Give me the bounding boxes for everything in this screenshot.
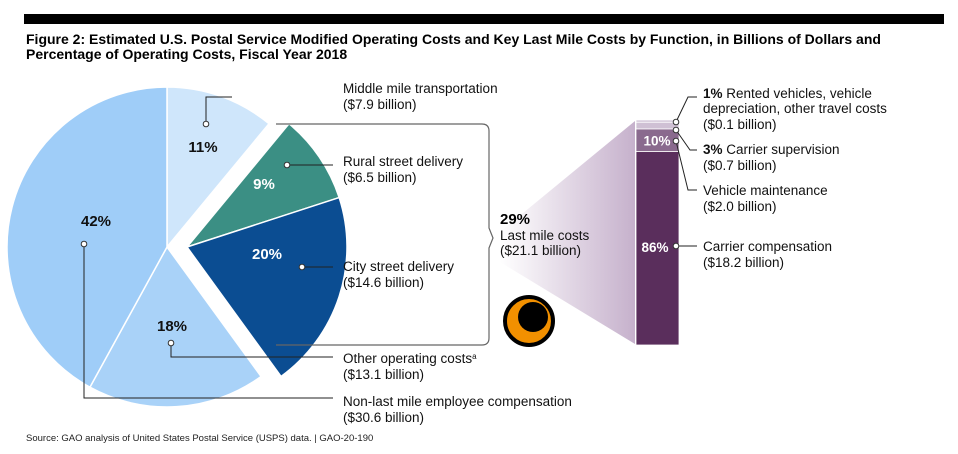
dot-rented [672, 118, 680, 126]
bar-percent-compensation: 86% [641, 240, 668, 255]
label-supervision-text: Carrier supervision [726, 142, 839, 157]
zoom-wedge [500, 121, 635, 344]
pie-slice-other [88, 245, 263, 408]
value-compensation: ($18.2 billion) [703, 255, 784, 270]
eye-icon [503, 295, 555, 347]
leader-other [170, 343, 333, 358]
dot-maintenance [672, 137, 680, 145]
label-rural: Rural street delivery [343, 154, 463, 169]
dot-non-last-mile [80, 240, 88, 248]
pie-percent-city: 20% [252, 246, 282, 263]
value-rented: ($0.1 billion) [703, 117, 777, 132]
pie-percent-rural: 9% [253, 176, 275, 193]
label-supervision: 3% Carrier supervision [703, 142, 840, 157]
callout-labels: Middle mile transportation($7.9 billion)… [80, 81, 887, 425]
pie-percent-middle-mile: 11% [188, 139, 217, 156]
label-non-last-mile: Non-last mile employee compensation [343, 394, 572, 409]
pie-percent-non-last-mile: 42% [81, 213, 111, 230]
value-maintenance: ($2.0 billion) [703, 199, 777, 214]
leader-supervision [675, 129, 697, 151]
figure-title: Figure 2: Estimated U.S. Postal Service … [26, 31, 881, 62]
pie-slice-rural [184, 122, 341, 249]
label-maintenance: Vehicle maintenance [703, 183, 828, 198]
label-rented: 1% Rented vehicles, vehicle [703, 86, 872, 101]
label-other: Other operating costsa [343, 351, 477, 366]
leader-middle-mile [205, 96, 232, 124]
pie-slice-city [185, 196, 348, 378]
label-compensation: Carrier compensation [703, 239, 832, 254]
value-supervision: ($0.7 billion) [703, 158, 777, 173]
dot-other [167, 339, 175, 347]
pie-slice-non-last-mile [6, 86, 168, 389]
pie-chart: 11% 9% 20% 18% 42% [6, 86, 348, 408]
value-rural: ($6.5 billion) [343, 170, 417, 185]
last-mile-percent: 29% [500, 211, 530, 228]
label-city: City street delivery [343, 259, 454, 274]
dot-middle-mile [202, 120, 210, 128]
percent-rented: 1% [703, 86, 726, 101]
dot-city [298, 263, 306, 271]
value-non-last-mile: ($30.6 billion) [343, 410, 424, 425]
bar-percent-maintenance: 10% [643, 133, 670, 148]
eye-pupil [518, 302, 548, 332]
value-other: ($13.1 billion) [343, 367, 424, 382]
bar-segment-supervision [635, 121, 680, 130]
top-rule [24, 14, 944, 24]
dot-rural [283, 161, 291, 169]
label-rented-line1: Rented vehicles, vehicle [726, 86, 872, 101]
label-rented-line2: depreciation, other travel costs [703, 101, 887, 116]
dot-supervision [672, 126, 680, 134]
value-city: ($14.6 billion) [343, 275, 424, 290]
last-mile-value: ($21.1 billion) [500, 243, 581, 258]
last-mile-bracket [276, 123, 494, 346]
dot-compensation [672, 242, 680, 250]
leader-maintenance [675, 140, 697, 191]
pie-percent-other: 18% [157, 318, 187, 335]
leader-non-last-mile [83, 244, 333, 399]
zoom-connector: 29%Last mile costs($21.1 billion) [276, 121, 635, 346]
value-middle-mile: ($7.9 billion) [343, 97, 417, 112]
source-note: Source: GAO analysis of United States Po… [26, 433, 374, 444]
last-mile-label: Last mile costs [500, 228, 590, 243]
leader-rented [675, 96, 697, 123]
percent-supervision: 3% [703, 142, 726, 157]
stacked-bar: 10% 86% [635, 119, 680, 346]
bar-segment-compensation [635, 151, 680, 346]
label-middle-mile: Middle mile transportation [343, 81, 498, 96]
label-other-superscript: a [472, 352, 477, 361]
